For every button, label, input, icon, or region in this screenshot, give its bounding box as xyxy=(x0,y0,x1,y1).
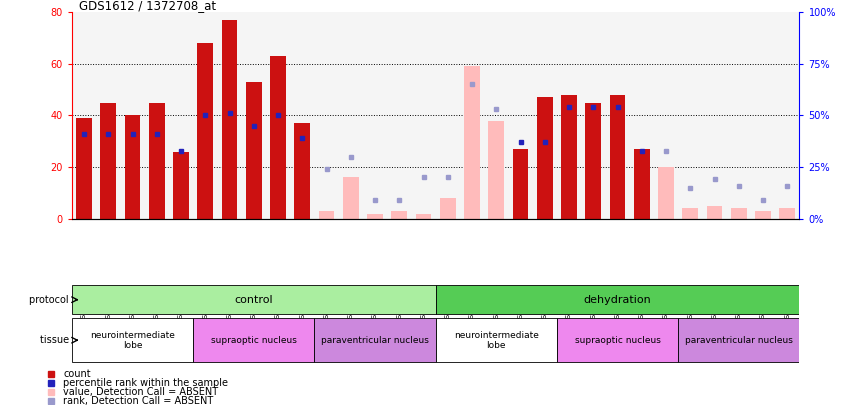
Text: GSM69472: GSM69472 xyxy=(736,284,742,323)
Bar xyxy=(173,151,189,219)
Text: GSM69786: GSM69786 xyxy=(541,284,548,323)
Text: paraventricular nucleus: paraventricular nucleus xyxy=(685,336,793,345)
Text: control: control xyxy=(234,295,273,305)
Text: rank, Detection Call = ABSENT: rank, Detection Call = ABSENT xyxy=(63,396,214,405)
Bar xyxy=(222,20,238,219)
Bar xyxy=(343,177,359,219)
Bar xyxy=(246,82,261,219)
Bar xyxy=(294,123,310,219)
Text: GSM69268: GSM69268 xyxy=(566,284,572,323)
Text: paraventricular nucleus: paraventricular nucleus xyxy=(321,336,429,345)
Bar xyxy=(76,118,92,219)
Bar xyxy=(585,102,602,219)
Text: GSM69457: GSM69457 xyxy=(591,284,596,323)
Bar xyxy=(101,102,116,219)
Text: GSM69784: GSM69784 xyxy=(493,284,499,323)
Text: GSM69479: GSM69479 xyxy=(420,284,426,323)
Bar xyxy=(367,213,383,219)
Text: GSM69459: GSM69459 xyxy=(639,284,645,323)
FancyBboxPatch shape xyxy=(436,318,557,362)
Text: tissue: tissue xyxy=(40,335,72,345)
Text: GSM69464: GSM69464 xyxy=(275,284,281,323)
Bar xyxy=(270,56,286,219)
Text: GDS1612 / 1372708_at: GDS1612 / 1372708_at xyxy=(80,0,217,12)
Text: GSM69465: GSM69465 xyxy=(299,284,305,323)
Text: GSM69458: GSM69458 xyxy=(614,284,621,323)
Text: percentile rank within the sample: percentile rank within the sample xyxy=(63,378,228,388)
Text: GSM69789: GSM69789 xyxy=(129,284,135,323)
Bar xyxy=(755,211,771,219)
Text: protocol: protocol xyxy=(29,295,72,305)
Bar xyxy=(415,213,431,219)
Bar xyxy=(488,121,504,219)
Bar xyxy=(319,211,334,219)
Text: GSM69470: GSM69470 xyxy=(687,284,694,323)
Bar xyxy=(392,211,407,219)
Text: GSM69473: GSM69473 xyxy=(760,284,766,323)
Text: neurointermediate
lobe: neurointermediate lobe xyxy=(454,330,539,350)
Text: GSM69460: GSM69460 xyxy=(663,284,669,323)
FancyBboxPatch shape xyxy=(193,318,315,362)
Text: GSM69471: GSM69471 xyxy=(711,284,717,323)
Text: GSM69463: GSM69463 xyxy=(250,284,257,323)
Text: GSM69461: GSM69461 xyxy=(202,284,208,323)
Bar xyxy=(561,95,577,219)
Bar xyxy=(440,198,456,219)
Bar xyxy=(149,102,165,219)
FancyBboxPatch shape xyxy=(72,285,436,314)
Text: count: count xyxy=(63,369,91,379)
Text: value, Detection Call = ABSENT: value, Detection Call = ABSENT xyxy=(63,387,218,397)
Bar xyxy=(683,208,698,219)
Text: GSM69788: GSM69788 xyxy=(105,284,112,323)
Bar xyxy=(706,206,722,219)
Bar xyxy=(731,208,747,219)
Text: GSM69791: GSM69791 xyxy=(178,284,184,323)
Text: GSM69476: GSM69476 xyxy=(348,284,354,323)
FancyBboxPatch shape xyxy=(315,318,436,362)
Text: dehydration: dehydration xyxy=(584,295,651,305)
Text: supraoptic nucleus: supraoptic nucleus xyxy=(211,336,297,345)
Bar xyxy=(513,149,529,219)
Text: GSM69475: GSM69475 xyxy=(323,284,330,323)
Text: GSM69477: GSM69477 xyxy=(372,284,378,323)
Bar xyxy=(464,66,480,219)
Text: GSM69787: GSM69787 xyxy=(81,284,87,323)
Text: supraoptic nucleus: supraoptic nucleus xyxy=(574,336,661,345)
Text: GSM69783: GSM69783 xyxy=(469,284,475,323)
FancyBboxPatch shape xyxy=(678,318,799,362)
Bar xyxy=(610,95,625,219)
Text: GSM69790: GSM69790 xyxy=(154,284,160,323)
Text: neurointermediate
lobe: neurointermediate lobe xyxy=(91,330,175,350)
Text: GSM69474: GSM69474 xyxy=(784,284,790,323)
Text: GSM69462: GSM69462 xyxy=(227,284,233,323)
Text: GSM69785: GSM69785 xyxy=(518,284,524,323)
Bar xyxy=(658,167,674,219)
Bar xyxy=(197,43,213,219)
Text: GSM69478: GSM69478 xyxy=(396,284,403,323)
Bar xyxy=(779,208,795,219)
Bar xyxy=(537,97,552,219)
Bar xyxy=(124,115,140,219)
FancyBboxPatch shape xyxy=(436,285,799,314)
FancyBboxPatch shape xyxy=(557,318,678,362)
FancyBboxPatch shape xyxy=(72,318,193,362)
Bar xyxy=(634,149,650,219)
Text: GSM69782: GSM69782 xyxy=(445,284,451,323)
